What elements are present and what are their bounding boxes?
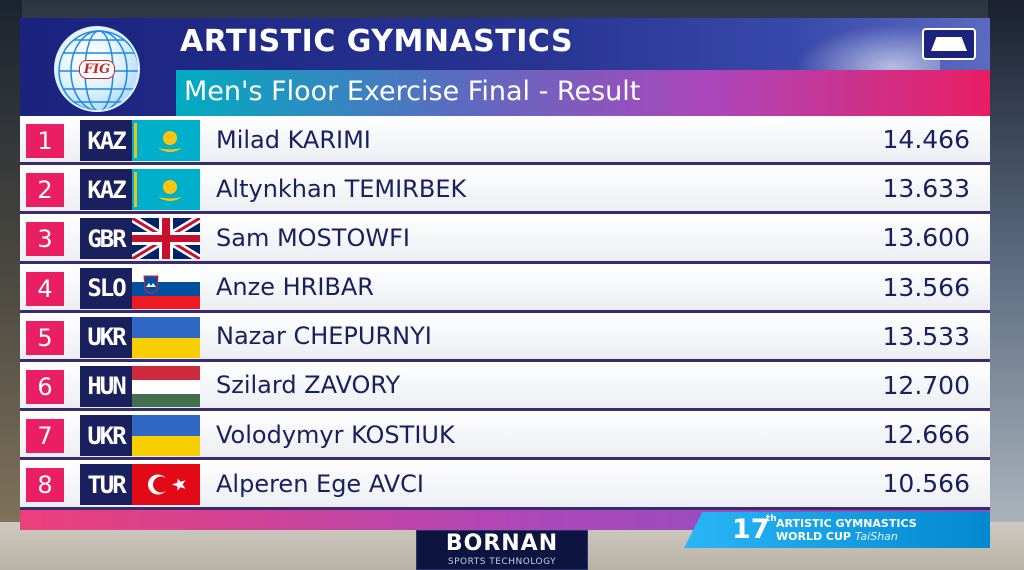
athlete-score: 14.466 [882,125,970,154]
board-header: FIG ARTISTIC GYMNASTICS Men's Floor Exer… [20,18,990,116]
athlete-name: Alperen Ege AVCI [216,469,424,498]
country-code: GBR [80,218,132,260]
ukraine-flag-icon [132,415,200,457]
turkey-flag-icon [132,464,200,506]
ukraine-flag-icon [132,316,200,358]
result-row: 5 UKR Nazar CHEPURNYI 13.533 [20,312,990,362]
athlete-name: Anze HRIBAR [216,273,374,302]
sponsor-logo: BORNAN SPORTS TECHNOLOGY [416,530,588,570]
result-row: 4 SLO Anze HRIBAR 13.566 [20,263,990,313]
athlete-score: 13.533 [882,321,970,351]
athlete-score: 10.566 [882,469,970,499]
kazakhstan-flag-icon [132,169,200,211]
country-code: SLO [80,267,132,309]
slovenia-flag-icon [132,267,200,309]
athlete-name: Szilard ZAVORY [216,371,401,400]
kazakhstan-flag-icon [132,120,200,161]
results-table: 1 KAZ Milad KARIMI 14.466 2 KAZ [20,116,990,510]
results-board: FIG ARTISTIC GYMNASTICS Men's Floor Exer… [20,18,990,530]
rank-badge: 4 [26,271,64,306]
result-row: 3 GBR Sam MOSTOWFI 13.600 [20,214,990,264]
sponsor-tagline: SPORTS TECHNOLOGY [447,557,557,567]
event-edition-number: 17 [732,514,770,545]
country-code: KAZ [80,120,132,161]
rank-badge: 1 [26,124,64,158]
result-row: 7 UKR Volodymyr KOSTIUK 12.666 [20,411,990,461]
athlete-name: Altynkhan TEMIRBEK [216,174,467,203]
floor-mat-shape [931,37,967,51]
athlete-name: Milad KARIMI [216,125,371,154]
athlete-score: 13.600 [882,223,970,253]
rank-badge: 8 [26,468,64,503]
rank-badge: 3 [26,222,64,257]
rank-badge: 7 [26,419,64,454]
sponsor-name: BORNAN [445,531,559,556]
country-code: HUN [80,365,132,407]
arena-background-left [0,0,22,570]
athlete-name: Volodymyr KOSTIUK [216,420,455,449]
athlete-score: 12.700 [882,370,970,400]
result-row: 1 KAZ Milad KARIMI 14.466 [20,116,990,166]
page-title: ARTISTIC GYMNASTICS [180,24,574,59]
hungary-flag-icon [132,365,200,407]
result-row: 2 KAZ Altynkhan TEMIRBEK 13.633 [20,165,990,215]
country-code: KAZ [80,169,132,211]
event-edition-suffix: th [766,514,777,524]
country-code: TUR [80,464,132,506]
fig-logo: FIG [54,26,140,112]
result-row: 8 TUR Alperen Ege AVCI 10.566 [20,460,990,510]
athlete-score: 12.666 [882,420,970,450]
rank-badge: 5 [26,320,64,355]
arena-background-right [988,0,1024,570]
result-row: 6 HUN Szilard ZAVORY 12.700 [20,361,990,412]
athlete-name: Sam MOSTOWFI [216,223,410,252]
event-name: ARTISTIC GYMNASTICS [776,517,917,530]
event-series: WORLD CUP TaiShan [776,530,898,543]
united-kingdom-flag-icon [132,218,200,260]
country-code: UKR [80,415,132,457]
athlete-score: 13.566 [882,272,970,302]
event-city: TaiShan [854,530,898,543]
subtitle-bar: Men's Floor Exercise Final - Result [176,70,990,116]
athlete-name: Nazar CHEPURNYI [216,322,432,351]
event-logo: 17 th ARTISTIC GYMNASTICS WORLD CUP TaiS… [684,512,990,548]
event-subtitle: Men's Floor Exercise Final - Result [184,76,641,107]
event-series-name: WORLD CUP [776,530,851,543]
athlete-score: 13.633 [882,174,970,204]
floor-mat-icon [922,28,976,60]
fig-logo-text: FIG [78,59,116,79]
rank-badge: 2 [26,173,64,208]
rank-badge: 6 [26,369,64,404]
country-code: UKR [80,316,132,358]
